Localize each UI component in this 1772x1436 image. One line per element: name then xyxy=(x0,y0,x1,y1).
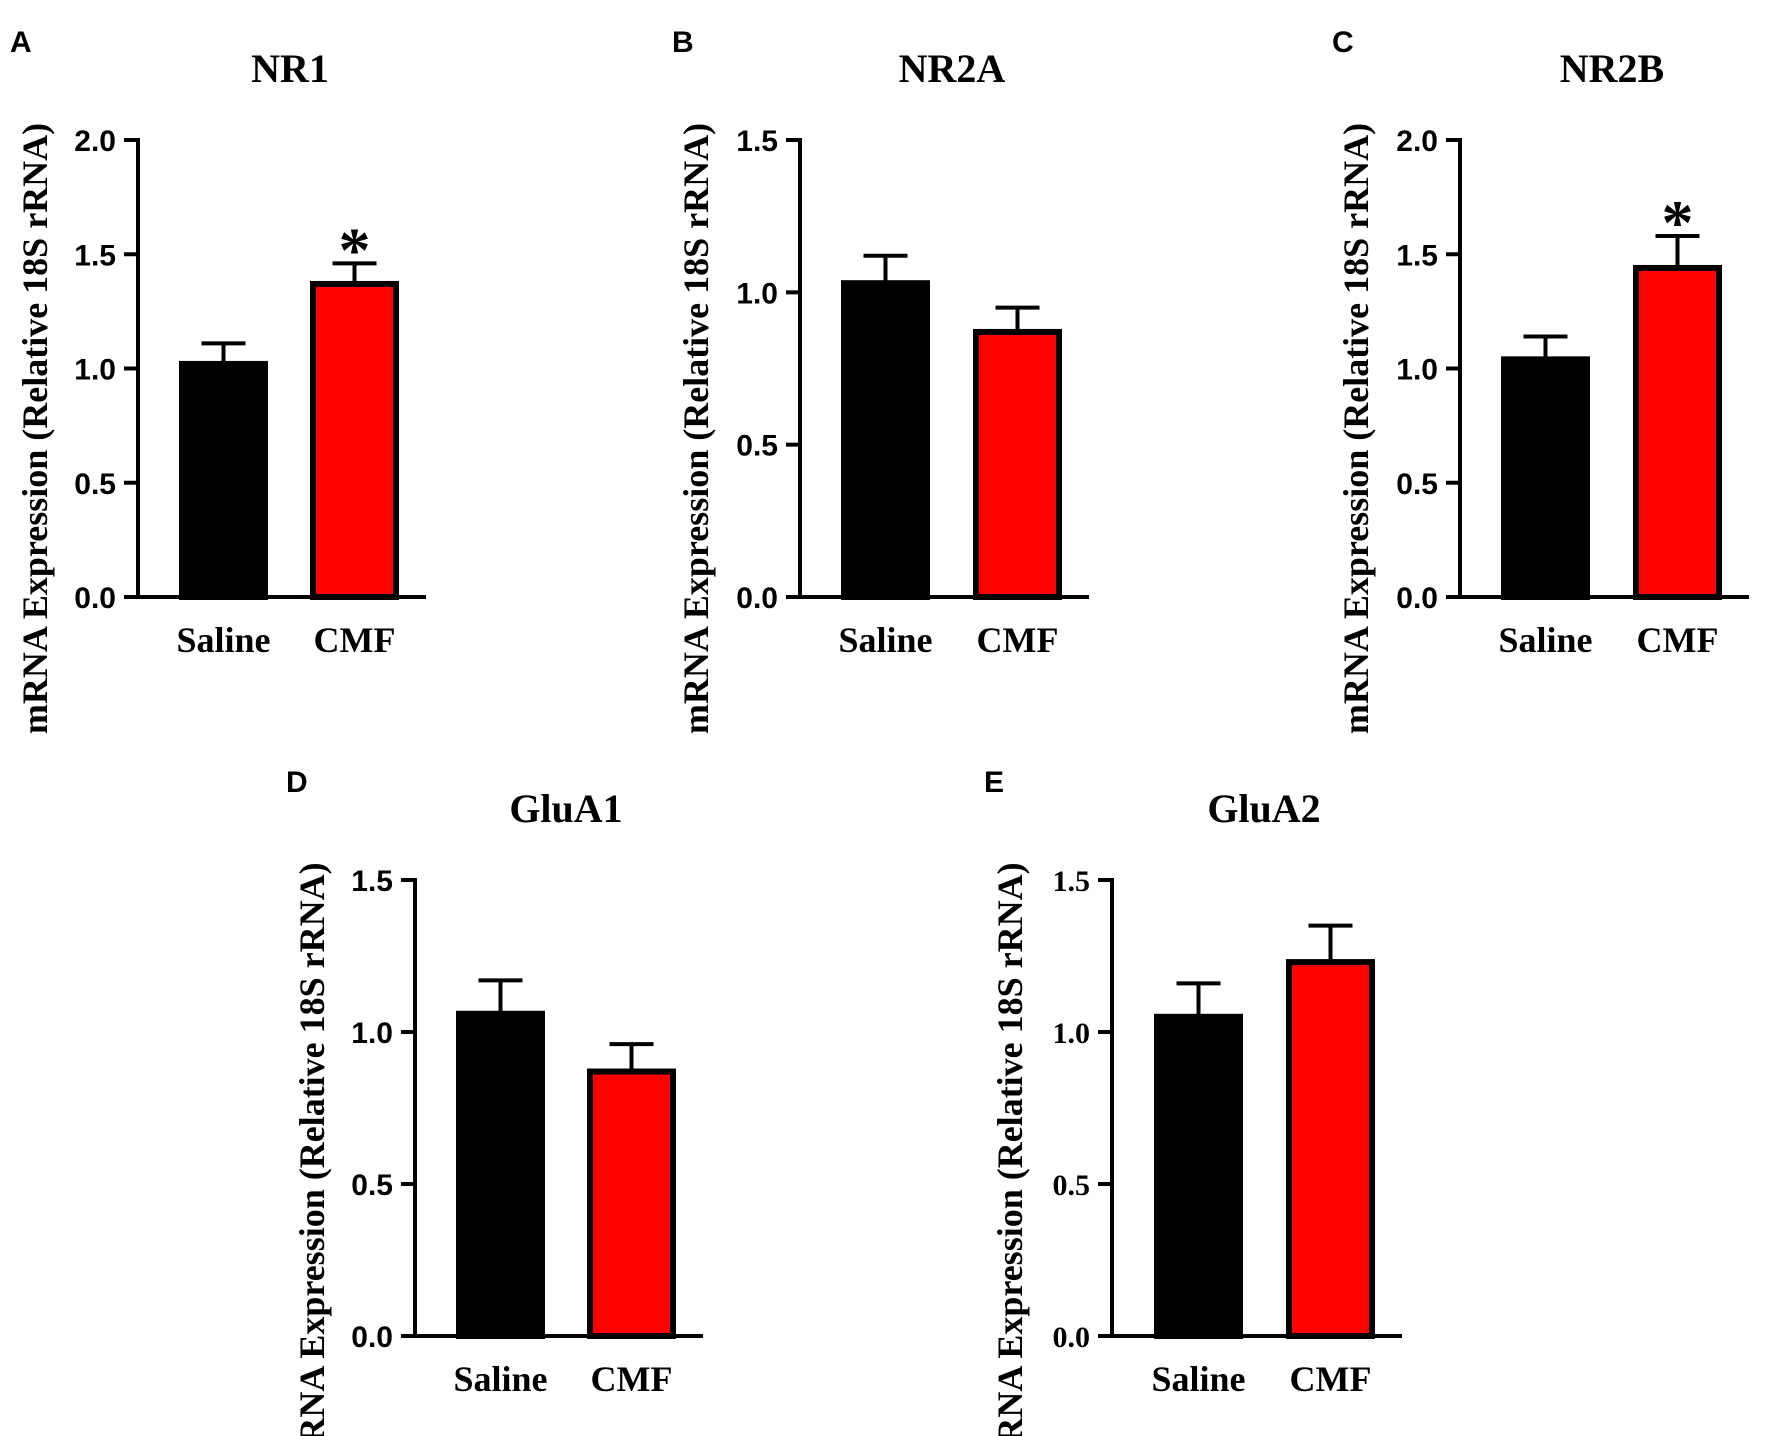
y-axis-label: mRNA Expression (Relative 18S rRNA) xyxy=(292,862,332,1436)
chart-title: GluA1 xyxy=(509,786,622,831)
bar-saline xyxy=(841,280,930,600)
y-axis-label: mRNA Expression (Relative 18S rRNA) xyxy=(1336,123,1376,734)
y-tick-label: 1.5 xyxy=(351,865,393,898)
chart-title: GluA2 xyxy=(1207,786,1320,831)
panel-letter: B xyxy=(672,26,694,59)
bar-cmf xyxy=(973,328,1062,600)
y-tick-label: 1.5 xyxy=(1396,239,1438,272)
x-category-label: CMF xyxy=(977,620,1059,660)
y-tick-label: 1.0 xyxy=(351,1017,393,1050)
x-category-label: CMF xyxy=(1637,620,1719,660)
panel-letter: C xyxy=(1332,26,1354,59)
y-tick-label: 1.5 xyxy=(1053,865,1091,898)
y-tick-label: 0.0 xyxy=(1053,1321,1091,1354)
panel-letter: D xyxy=(286,766,308,799)
y-tick-label: 2.0 xyxy=(1396,125,1438,158)
x-category-label: Saline xyxy=(176,620,270,660)
y-tick-label: 1.0 xyxy=(1396,354,1438,387)
y-tick-label: 0.5 xyxy=(74,468,116,501)
y-tick-label: 1.5 xyxy=(74,239,116,272)
y-tick-label: 1.5 xyxy=(736,125,778,158)
bar-cmf xyxy=(587,1068,676,1340)
chart-title: NR2B xyxy=(1560,46,1664,91)
y-tick-label: 1.0 xyxy=(736,277,778,310)
y-tick-label: 2.0 xyxy=(74,125,116,158)
y-tick-label: 1.0 xyxy=(1053,1017,1091,1050)
x-category-label: CMF xyxy=(1290,1359,1372,1399)
bar-saline xyxy=(1154,1013,1243,1339)
y-tick-label: 0.5 xyxy=(736,430,778,463)
x-category-label: CMF xyxy=(314,620,396,660)
y-axis-label: mRNA Expression (Relative 18S rRNA) xyxy=(990,862,1030,1436)
y-tick-label: 0.5 xyxy=(1396,468,1438,501)
bar-cmf xyxy=(1286,959,1375,1340)
y-axis-label: mRNA Expression (Relative 18S rRNA) xyxy=(676,123,716,734)
y-tick-label: 0.0 xyxy=(736,582,778,615)
y-tick-label: 0.5 xyxy=(351,1169,393,1202)
significance-marker: * xyxy=(1662,187,1694,258)
x-category-label: Saline xyxy=(1151,1359,1245,1399)
panel-letter: A xyxy=(10,26,32,59)
panel-letter: E xyxy=(984,766,1004,799)
chart-title: NR1 xyxy=(251,46,329,91)
bar-cmf xyxy=(1633,264,1722,600)
x-category-label: Saline xyxy=(453,1359,547,1399)
y-axis-label: mRNA Expression (Relative 18S rRNA) xyxy=(15,123,55,734)
x-category-label: Saline xyxy=(1498,620,1592,660)
bar-cmf xyxy=(310,280,399,600)
bar-saline xyxy=(1501,356,1590,600)
panel-a: A NR1 mRNA Expression (Relative 18S rRNA) 0… xyxy=(10,26,426,734)
chart-title: NR2A xyxy=(899,46,1006,91)
panel-b: B NR2A mRNA Expression (Relative 18S rRNA)… xyxy=(672,26,1089,734)
x-category-label: CMF xyxy=(591,1359,673,1399)
y-tick-label: 0.0 xyxy=(1396,582,1438,615)
panel-e: E GluA2 mRNA Expression (Relative 18S rRNA… xyxy=(984,766,1402,1436)
y-tick-label: 0.5 xyxy=(1053,1169,1091,1202)
y-tick-label: 0.0 xyxy=(74,582,116,615)
y-tick-label: 0.0 xyxy=(351,1321,393,1354)
bar-saline xyxy=(179,360,268,600)
x-category-label: Saline xyxy=(838,620,932,660)
panel-c: C NR2B mRNA Expression (Relative 18S rRNA)… xyxy=(1332,26,1749,734)
panel-d: D GluA1 mRNA Expression (Relative 18S rRNA… xyxy=(286,766,703,1436)
significance-marker: * xyxy=(339,214,371,285)
bar-saline xyxy=(456,1010,545,1339)
y-tick-label: 1.0 xyxy=(74,354,116,387)
